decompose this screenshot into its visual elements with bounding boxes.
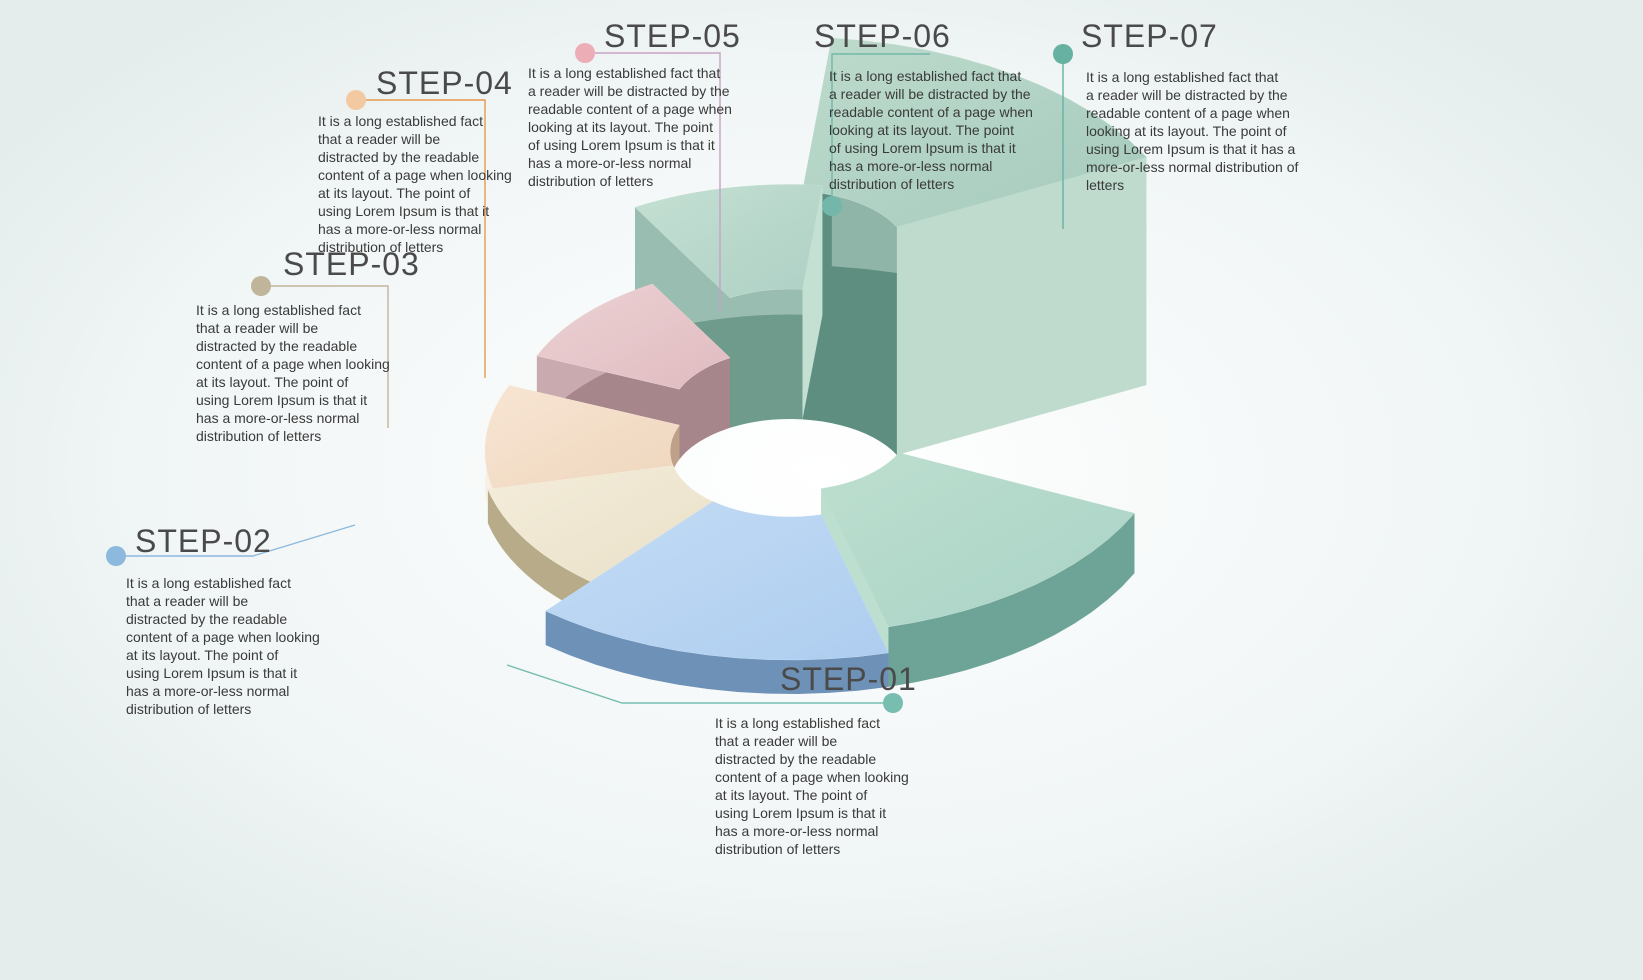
step-title: STEP-04: [376, 65, 513, 101]
leader-dot-step-06: [822, 196, 842, 216]
leader-dot-step-05: [575, 43, 595, 63]
leader-dot-step-04: [346, 90, 366, 110]
step-title: STEP-07: [1081, 18, 1218, 54]
step-body: It is a long established fact thata read…: [1086, 69, 1299, 193]
leader-dot-step-07: [1053, 44, 1073, 64]
step-title: STEP-02: [135, 523, 272, 559]
leader-dot-step-02: [106, 546, 126, 566]
step-title: STEP-05: [604, 18, 741, 54]
infographic-canvas: STEP-01It is a long established factthat…: [0, 0, 1643, 980]
step-title: STEP-06: [814, 18, 951, 54]
leader-dot-step-03: [251, 276, 271, 296]
step-title: STEP-01: [780, 661, 917, 697]
